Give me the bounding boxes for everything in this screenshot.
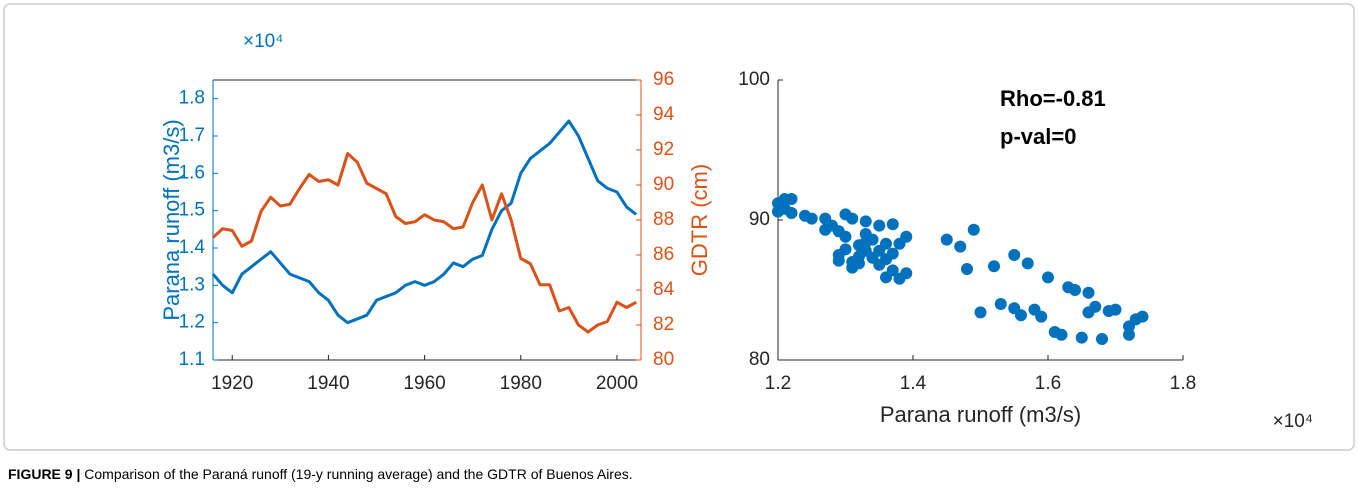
y-tick-label: 1.5 xyxy=(179,200,205,221)
y2-tick-label: 90 xyxy=(653,174,674,195)
y-tick-label: 90 xyxy=(749,209,770,230)
scatter-point xyxy=(886,218,899,231)
y2-tick-label: 82 xyxy=(653,314,674,335)
scatter-point xyxy=(1035,310,1048,323)
scatter-point xyxy=(1008,249,1021,261)
y-tick-label: 1.4 xyxy=(179,237,206,258)
caption-text: Comparison of the Paraná runoff (19-y ru… xyxy=(80,466,632,482)
scatter-point xyxy=(785,207,798,219)
y-tick-label: 1.7 xyxy=(179,125,205,146)
scatter-point xyxy=(1069,284,1081,296)
scatter-point xyxy=(1021,257,1034,270)
x-tick-label: 1.6 xyxy=(1035,373,1061,394)
y-tick-label: 1.3 xyxy=(179,274,205,295)
caption-label: FIGURE 9 | xyxy=(8,466,80,482)
scatter-point xyxy=(967,223,980,236)
line-series xyxy=(211,119,638,325)
x-tick-label: 1980 xyxy=(500,373,542,394)
scatter-point xyxy=(859,215,872,228)
x-tick-label: 1.2 xyxy=(765,373,791,394)
y-tick-label: 100 xyxy=(738,69,770,90)
scatter-point xyxy=(832,254,845,267)
y-multiplier: ×10⁴ xyxy=(243,31,283,52)
scatter-point xyxy=(785,193,798,205)
scatter-point xyxy=(866,233,879,246)
scatter-point xyxy=(954,240,967,253)
scatter-point xyxy=(1123,328,1135,341)
x-tick-label: 2000 xyxy=(596,373,638,394)
scatter-point xyxy=(974,306,987,319)
scatter-point xyxy=(1096,333,1108,345)
line-series xyxy=(211,152,637,334)
scatter-point xyxy=(839,230,852,243)
x-tick-label: 1.8 xyxy=(1170,373,1196,394)
x-multiplier: ×10⁴ xyxy=(1273,411,1313,432)
scatter-point xyxy=(853,257,865,270)
scatter-point xyxy=(900,267,913,280)
y2-tick-label: 96 xyxy=(653,69,674,90)
y2-tick-label: 84 xyxy=(653,279,675,300)
scatter-point xyxy=(839,243,852,256)
annotation: Rho=-0.81 xyxy=(1000,86,1106,111)
y-tick-label: 1.2 xyxy=(179,312,205,333)
scatter-point xyxy=(900,230,913,243)
y-tick-label: 1.8 xyxy=(179,88,205,109)
x-axis-label: Parana runoff (m3/s) xyxy=(880,402,1081,427)
scatter-point xyxy=(805,212,818,225)
scatter-point xyxy=(1042,271,1054,284)
annotation: p-val=0 xyxy=(1000,124,1076,149)
scatter-point xyxy=(961,263,973,275)
scatter-point xyxy=(988,260,1000,273)
scatter-point xyxy=(994,298,1007,310)
y2-tick-label: 92 xyxy=(653,139,674,160)
y-axis-label: Parana runoff (m3/s) xyxy=(159,119,184,320)
scatter-point xyxy=(873,219,886,232)
figure-border xyxy=(3,3,1355,451)
y2-tick-label: 80 xyxy=(653,349,674,370)
y-tick-label: 80 xyxy=(749,349,770,370)
y2-axis-label: GDTR (cm) xyxy=(687,164,712,276)
y2-tick-label: 94 xyxy=(653,104,675,125)
scatter-point xyxy=(1075,331,1088,344)
y-tick-label: 1.1 xyxy=(179,349,205,370)
scatter-point xyxy=(1015,309,1027,322)
scatter-point xyxy=(1082,286,1095,299)
x-tick-label: 1.4 xyxy=(900,373,927,394)
x-tick-label: 1960 xyxy=(403,373,445,394)
scatter-point xyxy=(846,212,859,225)
scatter-point xyxy=(1055,328,1068,341)
y2-tick-label: 88 xyxy=(653,209,674,230)
scatter-point xyxy=(886,247,899,260)
x-tick-label: 1920 xyxy=(211,373,253,394)
scatter-point xyxy=(940,233,953,246)
y2-tick-label: 86 xyxy=(653,244,674,265)
y-tick-label: 1.6 xyxy=(179,162,205,183)
scatter-point xyxy=(1089,300,1102,313)
caption: FIGURE 9 | Comparison of the Paraná runo… xyxy=(8,466,633,482)
scatter-point xyxy=(1136,310,1149,323)
scatter-point xyxy=(1109,303,1122,316)
scatter-point xyxy=(880,237,892,250)
x-tick-label: 1940 xyxy=(307,373,349,394)
scatter-point xyxy=(886,264,899,277)
